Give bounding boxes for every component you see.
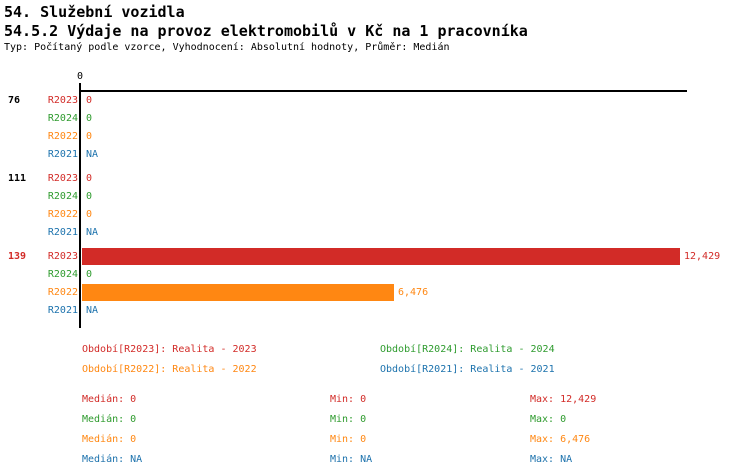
series-label: R2023 (47, 251, 78, 262)
stat-median-R2023: Medián: 0 (82, 394, 137, 405)
series-label: R2021 (47, 305, 78, 316)
group-label: 111 (8, 173, 27, 184)
value-label: 0 (86, 191, 93, 202)
series-label: R2022 (47, 131, 78, 142)
bar-R2022 (82, 284, 394, 301)
chart-row-111-R2022: R2022 0 (0, 206, 750, 224)
group-label: 76 (8, 95, 21, 106)
stat-median-R2022: Medián: 0 (82, 434, 137, 445)
value-label: NA (86, 305, 99, 316)
x-axis-line (79, 90, 687, 92)
section-title: 54. Služební vozidla (4, 3, 185, 21)
chart-row-139-R2021: R2021 NA (0, 302, 750, 320)
chart-row-76-R2023: 76 R2023 0 (0, 92, 750, 110)
value-label: 0 (86, 209, 93, 220)
value-label: NA (86, 149, 99, 160)
value-label: NA (86, 227, 99, 238)
y-axis-line (79, 83, 81, 328)
stat-median-R2024: Medián: 0 (82, 414, 137, 425)
stat-min-R2021: Min: NA (330, 454, 373, 465)
series-label: R2022 (47, 287, 78, 298)
series-label: R2024 (47, 191, 78, 202)
legend-item-R2022: Období[R2022]: Realita - 2022 (82, 364, 257, 375)
legend-item-R2023: Období[R2023]: Realita - 2023 (82, 344, 257, 355)
series-label: R2024 (47, 113, 78, 124)
x-axis-tick-label: 0 (76, 71, 84, 82)
chart-subtitle: Typ: Počítaný podle vzorce, Vyhodnocení:… (4, 42, 450, 53)
value-label: 12,429 (684, 251, 721, 262)
series-label: R2022 (47, 209, 78, 220)
chart-row-139-R2024: R2024 0 (0, 266, 750, 284)
stat-max-R2022: Max: 6,476 (530, 434, 591, 445)
chart-row-111-R2024: R2024 0 (0, 188, 750, 206)
chart-row-76-R2021: R2021 NA (0, 146, 750, 164)
chart-row-111-R2023: 111 R2023 0 (0, 170, 750, 188)
stat-min-R2024: Min: 0 (330, 414, 367, 425)
bar-R2023 (82, 248, 680, 265)
value-label: 0 (86, 131, 93, 142)
value-label: 6,476 (398, 287, 429, 298)
stat-median-R2021: Medián: NA (82, 454, 143, 465)
stat-min-R2022: Min: 0 (330, 434, 367, 445)
series-label: R2021 (47, 227, 78, 238)
series-label: R2021 (47, 149, 78, 160)
stat-min-R2023: Min: 0 (330, 394, 367, 405)
group-label: 139 (8, 251, 27, 262)
chart-row-139-R2022: R2022 6,476 (0, 284, 750, 302)
value-label: 0 (86, 95, 93, 106)
chart-row-76-R2022: R2022 0 (0, 128, 750, 146)
value-label: 0 (86, 173, 93, 184)
chart-row-111-R2021: R2021 NA (0, 224, 750, 242)
series-label: R2024 (47, 269, 78, 280)
chart-row-139-R2023: 139 R2023 12,429 (0, 248, 750, 266)
value-label: 0 (86, 113, 93, 124)
value-label: 0 (86, 269, 93, 280)
stat-max-R2023: Max: 12,429 (530, 394, 597, 405)
legend-item-R2021: Období[R2021]: Realita - 2021 (380, 364, 555, 375)
chart-title: 54.5.2 Výdaje na provoz elektromobilů v … (4, 22, 528, 40)
legend-item-R2024: Období[R2024]: Realita - 2024 (380, 344, 555, 355)
chart-row-76-R2024: R2024 0 (0, 110, 750, 128)
stat-max-R2024: Max: 0 (530, 414, 567, 425)
series-label: R2023 (47, 95, 78, 106)
series-label: R2023 (47, 173, 78, 184)
stat-max-R2021: Max: NA (530, 454, 573, 465)
